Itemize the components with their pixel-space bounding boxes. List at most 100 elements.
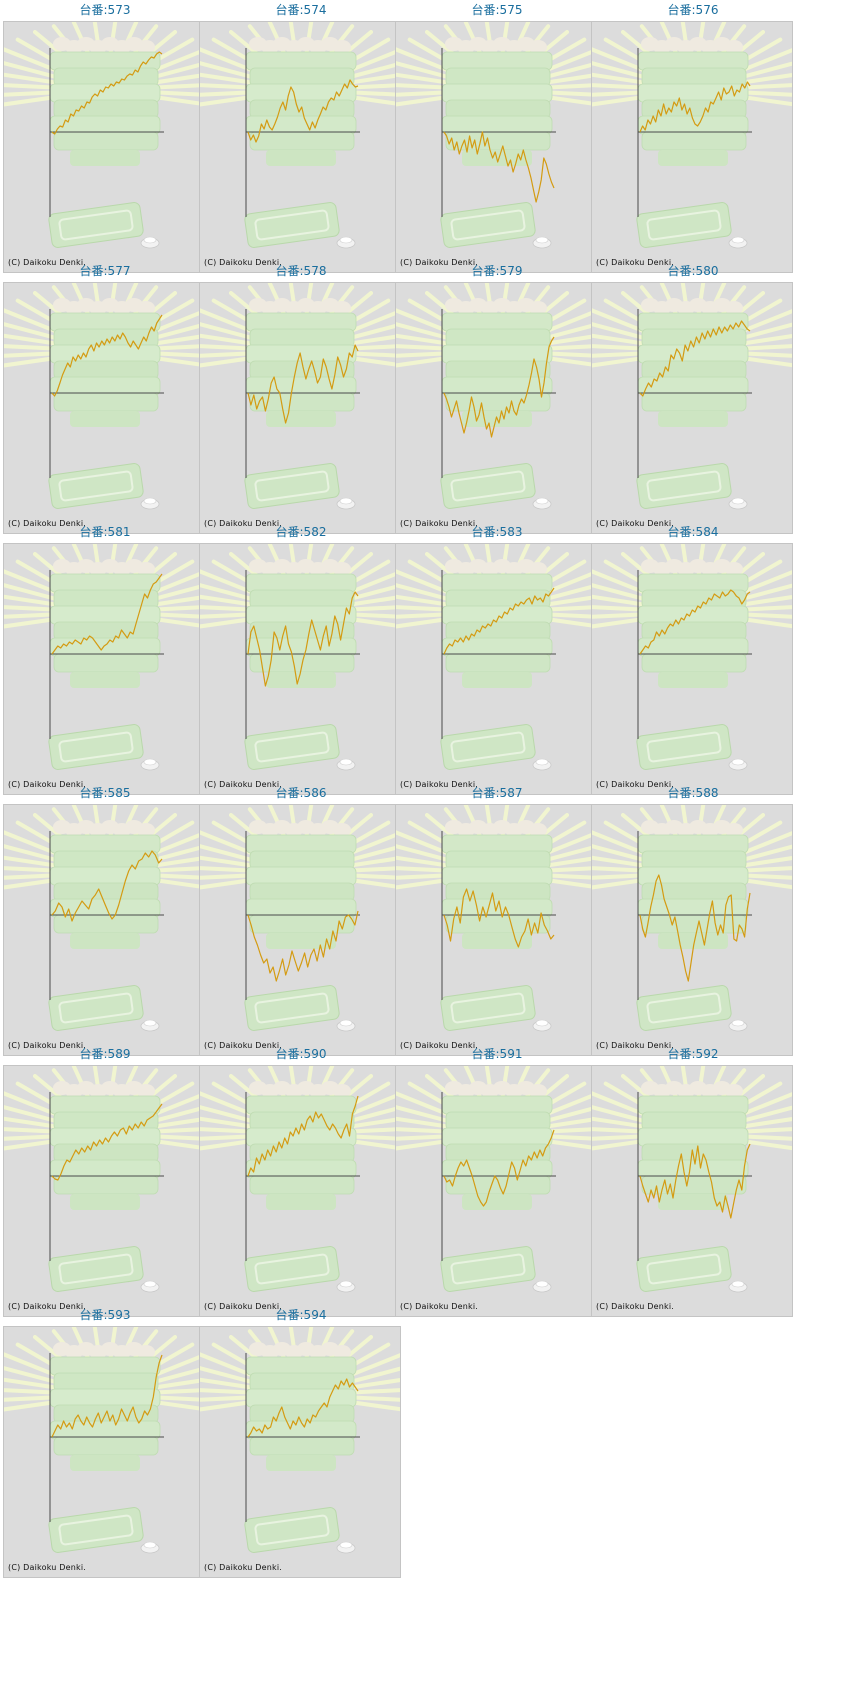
chart-panel: 台番:574 (C) Daikoku Denki. bbox=[196, 0, 406, 280]
chart-panel: 台番:579 (C) Daikoku Denki. bbox=[392, 261, 602, 541]
chart-title[interactable]: 台番:583 bbox=[471, 525, 523, 539]
chart-svg bbox=[200, 1066, 400, 1293]
chart-frame: (C) Daikoku Denki. bbox=[3, 1065, 205, 1317]
chart-svg bbox=[592, 1066, 792, 1293]
chart-title[interactable]: 台番:581 bbox=[79, 525, 131, 539]
copyright-text: (C) Daikoku Denki. bbox=[8, 780, 87, 789]
chart-panel: 台番:592 (C) Daikoku Denki. bbox=[588, 1044, 798, 1324]
copyright-text: (C) Daikoku Denki. bbox=[204, 1041, 283, 1050]
background-illustration bbox=[200, 283, 400, 510]
series-line bbox=[443, 1129, 555, 1207]
chart-panel: 台番:594 (C) Daikoku Denki. bbox=[196, 1305, 406, 1585]
chart-frame: (C) Daikoku Denki. bbox=[3, 282, 205, 534]
chart-svg bbox=[4, 805, 204, 1032]
chart-title[interactable]: 台番:589 bbox=[79, 1047, 131, 1061]
background-illustration bbox=[592, 22, 792, 249]
copyright-text: (C) Daikoku Denki. bbox=[204, 780, 283, 789]
chart-panel: 台番:582 (C) Daikoku Denki. bbox=[196, 522, 406, 802]
chart-frame: (C) Daikoku Denki. bbox=[591, 804, 793, 1056]
chart-frame: (C) Daikoku Denki. bbox=[199, 1065, 401, 1317]
series-line bbox=[247, 910, 359, 982]
chart-panel: 台番:578 (C) Daikoku Denki. bbox=[196, 261, 406, 541]
chart-title[interactable]: 台番:586 bbox=[275, 786, 327, 800]
chart-svg bbox=[396, 22, 596, 249]
series-line bbox=[247, 344, 359, 424]
chart-frame: (C) Daikoku Denki. bbox=[199, 543, 401, 795]
series-line bbox=[247, 79, 359, 143]
chart-frame: (C) Daikoku Denki. bbox=[199, 282, 401, 534]
chart-title[interactable]: 台番:591 bbox=[471, 1047, 523, 1061]
copyright-text: (C) Daikoku Denki. bbox=[596, 1041, 675, 1050]
chart-panel: 台番:588 (C) Daikoku Denki. bbox=[588, 783, 798, 1063]
chart-svg bbox=[4, 283, 204, 510]
chart-frame: (C) Daikoku Denki. bbox=[199, 804, 401, 1056]
copyright-text: (C) Daikoku Denki. bbox=[400, 1041, 479, 1050]
chart-title[interactable]: 台番:573 bbox=[79, 3, 131, 17]
series-line bbox=[443, 131, 555, 203]
chart-frame: (C) Daikoku Denki. bbox=[395, 1065, 597, 1317]
series-line bbox=[51, 850, 163, 922]
chart-title[interactable]: 台番:574 bbox=[275, 3, 327, 17]
chart-svg bbox=[4, 22, 204, 249]
chart-panel: 台番:584 (C) Daikoku Denki. bbox=[588, 522, 798, 802]
copyright-text: (C) Daikoku Denki. bbox=[204, 1302, 283, 1311]
series-line bbox=[639, 81, 751, 133]
series-line bbox=[247, 1378, 359, 1438]
chart-svg bbox=[396, 283, 596, 510]
copyright-text: (C) Daikoku Denki. bbox=[400, 519, 479, 528]
chart-frame: (C) Daikoku Denki. bbox=[591, 21, 793, 273]
series-line bbox=[51, 51, 163, 135]
chart-svg bbox=[592, 22, 792, 249]
chart-title[interactable]: 台番:587 bbox=[471, 786, 523, 800]
chart-svg bbox=[4, 1327, 204, 1554]
series-line bbox=[639, 874, 751, 982]
chart-title[interactable]: 台番:576 bbox=[667, 3, 719, 17]
background-illustration bbox=[4, 805, 204, 1032]
chart-frame: (C) Daikoku Denki. bbox=[3, 804, 205, 1056]
series-line bbox=[443, 888, 555, 948]
background-illustration bbox=[200, 1327, 400, 1554]
chart-title[interactable]: 台番:579 bbox=[471, 264, 523, 278]
chart-title[interactable]: 台番:590 bbox=[275, 1047, 327, 1061]
series-line bbox=[639, 1143, 751, 1219]
chart-svg bbox=[200, 1327, 400, 1554]
chart-panel: 台番:586 (C) Daikoku Denki. bbox=[196, 783, 406, 1063]
chart-title[interactable]: 台番:593 bbox=[79, 1308, 131, 1322]
chart-panel: 台番:573 (C) Daikoku Denki. bbox=[0, 0, 210, 280]
chart-title[interactable]: 台番:575 bbox=[471, 3, 523, 17]
chart-frame: (C) Daikoku Denki. bbox=[395, 282, 597, 534]
chart-frame: (C) Daikoku Denki. bbox=[3, 1326, 205, 1578]
chart-title[interactable]: 台番:588 bbox=[667, 786, 719, 800]
chart-title[interactable]: 台番:582 bbox=[275, 525, 327, 539]
series-line bbox=[51, 573, 163, 655]
chart-panel: 台番:590 (C) Daikoku Denki. bbox=[196, 1044, 406, 1324]
chart-frame: (C) Daikoku Denki. bbox=[3, 21, 205, 273]
chart-title[interactable]: 台番:592 bbox=[667, 1047, 719, 1061]
background-illustration bbox=[4, 283, 204, 510]
background-illustration bbox=[592, 283, 792, 510]
copyright-text: (C) Daikoku Denki. bbox=[8, 1041, 87, 1050]
chart-title[interactable]: 台番:577 bbox=[79, 264, 131, 278]
background-illustration bbox=[200, 1066, 400, 1293]
background-illustration bbox=[200, 805, 400, 1032]
copyright-text: (C) Daikoku Denki. bbox=[596, 258, 675, 267]
copyright-text: (C) Daikoku Denki. bbox=[596, 519, 675, 528]
chart-panel: 台番:585 (C) Daikoku Denki. bbox=[0, 783, 210, 1063]
chart-title[interactable]: 台番:580 bbox=[667, 264, 719, 278]
chart-svg bbox=[592, 283, 792, 510]
chart-title[interactable]: 台番:578 bbox=[275, 264, 327, 278]
chart-svg bbox=[200, 544, 400, 771]
chart-title[interactable]: 台番:594 bbox=[275, 1308, 327, 1322]
chart-svg bbox=[200, 22, 400, 249]
background-illustration bbox=[396, 22, 596, 249]
chart-svg bbox=[592, 805, 792, 1032]
chart-title[interactable]: 台番:585 bbox=[79, 786, 131, 800]
chart-panel: 台番:576 (C) Daikoku Denki. bbox=[588, 0, 798, 280]
chart-frame: (C) Daikoku Denki. bbox=[395, 543, 597, 795]
series-line bbox=[247, 1095, 359, 1177]
chart-title[interactable]: 台番:584 bbox=[667, 525, 719, 539]
chart-frame: (C) Daikoku Denki. bbox=[591, 1065, 793, 1317]
chart-svg bbox=[200, 805, 400, 1032]
series-line bbox=[443, 587, 555, 655]
background-illustration bbox=[200, 544, 400, 771]
